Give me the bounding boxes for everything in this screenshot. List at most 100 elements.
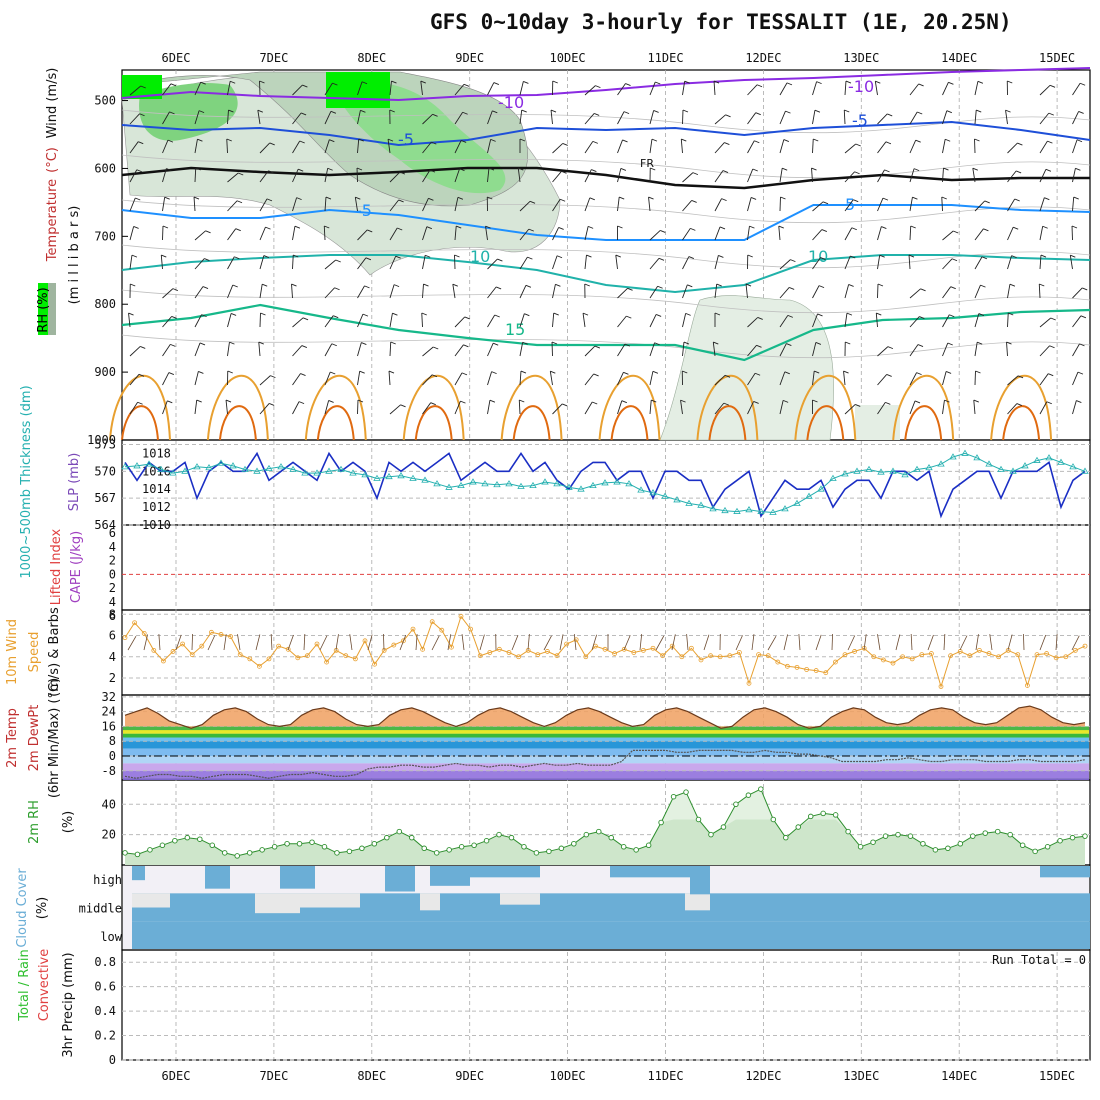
- rh-point: [184, 834, 191, 841]
- wind-barb-flag: [198, 370, 204, 374]
- thickness-point: [817, 485, 825, 492]
- wind-barb-flag: [1073, 196, 1079, 200]
- wind-speed-point: [477, 653, 483, 659]
- upper-ytick: 500: [94, 94, 116, 108]
- wind-barb: [292, 140, 301, 154]
- wind-barb-flag: [426, 226, 432, 230]
- wind-barb: [1038, 283, 1041, 299]
- temp-ytick: -8: [102, 764, 116, 778]
- wind-barb-10m: [349, 634, 353, 651]
- wind-speed-point: [852, 649, 857, 654]
- rh-ytick: 20: [102, 828, 116, 842]
- wind-speed-point: [746, 680, 752, 686]
- wind-barb-flag: [648, 196, 654, 200]
- wind-barb: [485, 226, 488, 241]
- wind-barb-flag: [1078, 110, 1084, 114]
- run-total: Run Total = 0: [992, 953, 1086, 967]
- cloud-label: Cloud Cover: [15, 868, 30, 948]
- wind-barb-flag: [558, 226, 564, 230]
- wind-speed-point: [285, 646, 291, 652]
- wind-barb-flag: [591, 169, 597, 172]
- wind-barb: [552, 255, 558, 270]
- thickness-point: [649, 489, 657, 496]
- wind-barb: [942, 258, 953, 270]
- wind-barb-flag: [913, 168, 920, 172]
- rh-point: [633, 847, 639, 853]
- wind-barb: [909, 197, 913, 212]
- wind-barb: [1007, 284, 1011, 299]
- rh-point: [807, 813, 814, 820]
- wind-barb-flag: [1013, 226, 1019, 230]
- wind-barb: [454, 197, 459, 212]
- wind-barb-flag: [853, 199, 859, 203]
- thickness-point: [289, 465, 297, 472]
- wind-barb-10m: [877, 634, 881, 651]
- date-label-top: 10DEC: [550, 51, 586, 65]
- wind-barb-flag: [887, 113, 893, 117]
- rh-point: [421, 845, 427, 852]
- wind-barb-flag: [135, 197, 141, 201]
- wind-barb-flag: [397, 227, 403, 231]
- wind-barb: [747, 168, 754, 183]
- wind-barb: [422, 374, 433, 386]
- wind-barb-flag: [128, 312, 134, 316]
- wind-barb-10m: [461, 634, 465, 651]
- wind-speed-point: [765, 653, 771, 659]
- wind-barb-flag: [592, 140, 598, 144]
- wind-barb-10m: [527, 634, 530, 651]
- wind-barb: [519, 81, 524, 96]
- wind-barb-flag: [550, 370, 556, 374]
- wind-barb: [877, 141, 887, 154]
- cloud-mid-gap: [300, 893, 360, 908]
- wind-barb-flag: [980, 284, 986, 288]
- thickness-point: [457, 481, 465, 489]
- wind-barb-flag: [655, 313, 662, 317]
- wind-barb: [649, 110, 655, 125]
- wind-barb: [422, 141, 432, 154]
- cloud-high-gap: [858, 883, 868, 891]
- rh-point: [1044, 844, 1051, 850]
- wind-barb: [909, 140, 917, 154]
- cloud-level-label: low: [100, 930, 122, 944]
- wind-barb: [162, 83, 172, 96]
- wind-barb-flag: [723, 402, 729, 406]
- thickness-point: [421, 476, 429, 483]
- wind-speed-line: [124, 615, 1086, 689]
- wind-barb-flag: [916, 372, 922, 376]
- rh-area-lower2: [855, 405, 900, 440]
- wind-barb-flag: [877, 283, 884, 287]
- wind-barb-flag: [333, 315, 339, 319]
- wind-barb-flag: [812, 399, 818, 403]
- wind-barb: [422, 169, 431, 183]
- rh-point: [259, 847, 265, 853]
- wind-speed-point: [890, 660, 896, 666]
- wind-barb: [714, 198, 722, 212]
- wind-barb-10m: [735, 635, 743, 651]
- wind-barb: [745, 284, 748, 299]
- wind-barb-flag: [785, 110, 791, 114]
- thickness-label: 1000~500mb Thickness (dm): [19, 385, 34, 578]
- wind-barb-flag: [423, 283, 429, 287]
- wind-barb: [422, 198, 429, 212]
- wind-barb-flag: [161, 254, 167, 258]
- precip-label3: 3hr Precip (mm): [61, 952, 76, 1057]
- rh-point: [147, 847, 153, 853]
- wind-barb: [812, 81, 818, 96]
- wind-barb: [454, 112, 464, 125]
- rh-area-green1: [139, 83, 238, 141]
- wind-barb: [227, 342, 230, 357]
- wind-barb-flag: [393, 284, 400, 288]
- thickness-point: [217, 459, 225, 466]
- wind-barb-flag: [780, 196, 786, 200]
- wind-speed-point: [929, 651, 934, 656]
- thickness-point: [1045, 454, 1053, 461]
- wind-barb-flag: [714, 312, 721, 316]
- cloud-mid: [540, 893, 710, 922]
- wind-barb: [649, 139, 653, 154]
- wind-barb-flag: [328, 400, 334, 403]
- wind-barb-flag: [884, 169, 890, 173]
- wind-speed-point: [621, 646, 627, 652]
- wind-barb-flag: [1015, 170, 1022, 174]
- wind-speed-point: [324, 659, 330, 665]
- wind-speed-point: [1073, 647, 1078, 653]
